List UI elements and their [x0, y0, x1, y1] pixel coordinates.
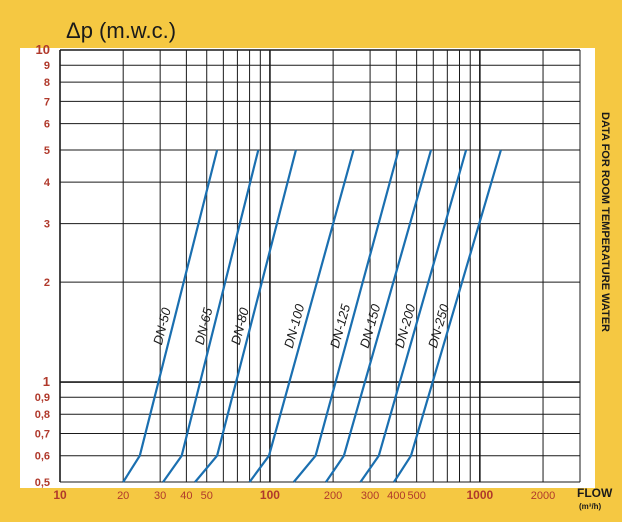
x-tick-label: 200 — [324, 490, 342, 502]
y-tick-label: 0,8 — [35, 409, 50, 421]
x-tick-label: 40 — [180, 490, 192, 502]
x-tick-label: 2000 — [531, 490, 555, 502]
x-tick-label: 20 — [117, 490, 129, 502]
series-line — [248, 149, 355, 483]
y-tick-label: 0,7 — [35, 428, 50, 440]
y-tick-label: 7 — [44, 96, 50, 108]
y-tick-label: 0,9 — [35, 392, 50, 404]
grid — [59, 49, 581, 483]
series-line — [162, 149, 260, 483]
series-line — [122, 149, 219, 483]
series-line — [359, 149, 468, 483]
x-tick-label: 1000 — [466, 488, 493, 502]
y-tick-label: 3 — [44, 219, 50, 231]
y-tick-label: 8 — [44, 77, 50, 89]
plot-area — [20, 48, 595, 488]
x-tick-label: 100 — [260, 488, 280, 502]
series-line — [194, 149, 297, 483]
x-tick-label: 400 — [387, 490, 405, 502]
x-axis-label: FLOW — [577, 486, 613, 500]
series-line — [325, 149, 433, 483]
x-axis-unit: (m³/h) — [579, 502, 602, 511]
y-tick-label: 2 — [44, 277, 50, 289]
y-tick-label: 10 — [36, 42, 50, 57]
x-tick-label: 30 — [154, 490, 166, 502]
tick-labels: 10 20 30 40 50 100 200 300 400 500 1000 2000 0,5 0,6 0… — [35, 42, 556, 502]
y-tick-label: 9 — [44, 60, 50, 72]
y-tick-label: 4 — [44, 177, 51, 189]
x-tick-label: 50 — [201, 490, 213, 502]
y-tick-label: 0,6 — [35, 451, 50, 463]
series-line — [292, 149, 400, 483]
x-tick-label: 500 — [407, 490, 425, 502]
y-axis-label: Δp (m.w.c.) — [66, 18, 176, 43]
y-tick-label: 5 — [44, 145, 50, 157]
side-label: DATA FOR ROOM TEMPERATURE WATER — [599, 112, 611, 332]
y-tick-label: 0,5 — [35, 477, 50, 489]
series-line — [393, 149, 502, 483]
y-tick-label: 1 — [43, 374, 50, 389]
y-tick-label: 6 — [44, 119, 50, 131]
x-tick-label: 10 — [53, 488, 67, 502]
x-tick-label: 300 — [361, 490, 379, 502]
